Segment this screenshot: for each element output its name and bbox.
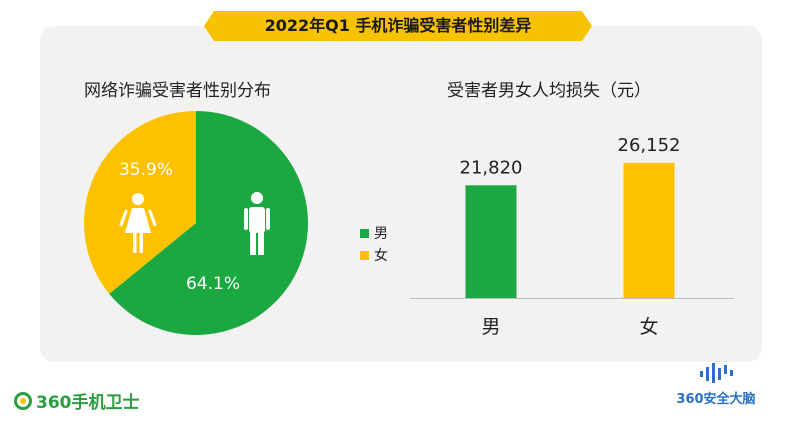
bar-category-label-female: 女 — [639, 316, 658, 338]
legend-label-male: 男 — [374, 226, 388, 242]
female-person-icon — [119, 193, 157, 253]
bar-female — [623, 162, 675, 298]
brand-logo-left-text: 360手机卫士 — [36, 393, 140, 413]
legend-label-female: 女 — [374, 248, 388, 264]
signal-wave-icon — [700, 363, 733, 383]
legend-swatch-male — [360, 228, 369, 238]
bar-category-label-male: 男 — [481, 316, 500, 338]
male-person-icon — [244, 192, 270, 255]
bar-value-label-female: 26,152 — [618, 135, 681, 156]
bar-value-label-male: 21,820 — [460, 157, 523, 178]
shield-logo-icon — [14, 391, 32, 410]
pie-legend: 男 女 — [360, 222, 388, 266]
legend-swatch-female — [360, 250, 369, 260]
brand-logo-right: 360安全大脑 — [668, 362, 764, 407]
brand-logo-right-text: 360安全大脑 — [676, 392, 756, 407]
title-banner — [204, 11, 592, 41]
bar-male — [465, 185, 517, 298]
legend-item-female: 女 — [360, 244, 388, 266]
legend-item-male: 男 — [360, 222, 388, 244]
pie-chart-title: 网络诈骗受害者性别分布 — [84, 81, 271, 101]
brand-logo-left: 360手机卫士 — [14, 388, 140, 413]
pie-slice-male — [109, 111, 309, 335]
bar-chart-title: 受害者男女人均损失（元） — [447, 81, 651, 101]
page-title: 2022年Q1 手机诈骗受害者性别差异 — [264, 16, 532, 35]
pie-value-label-female: 35.9% — [119, 160, 173, 180]
pie-value-label-male: 64.1% — [186, 274, 240, 294]
